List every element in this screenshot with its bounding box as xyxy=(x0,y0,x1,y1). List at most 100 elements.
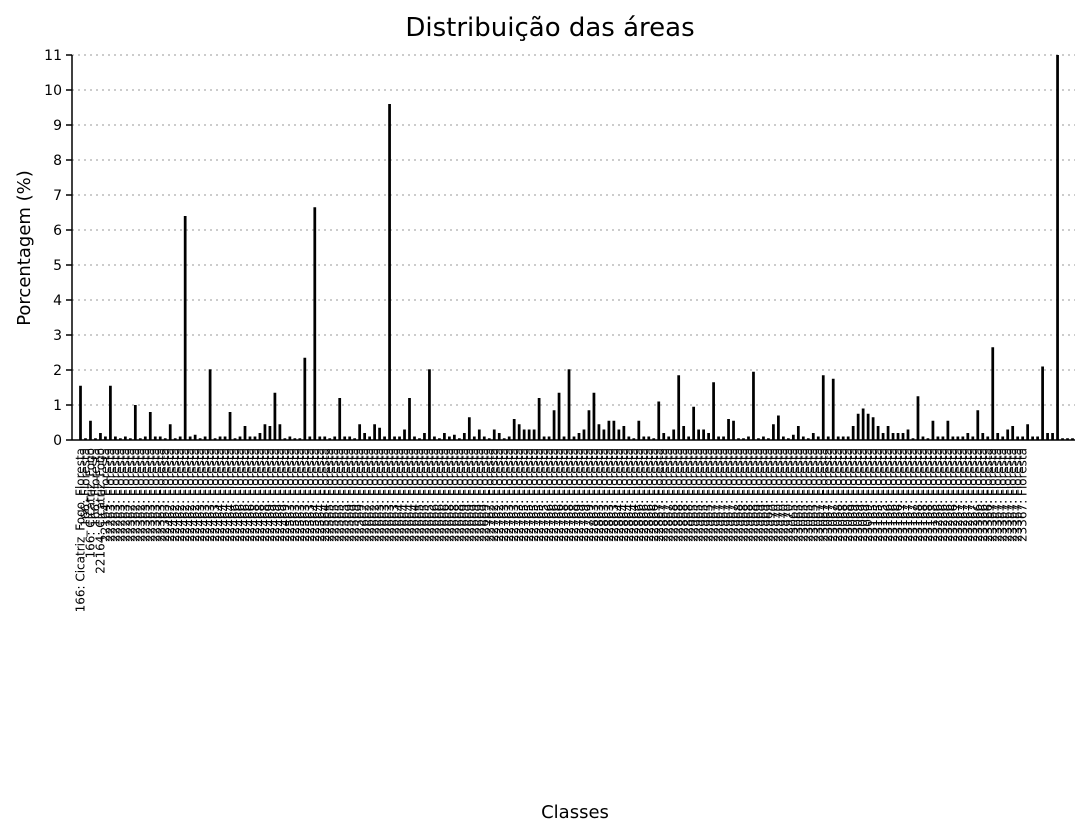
bar xyxy=(951,436,955,440)
x-tick-label: 23168: Floresta xyxy=(916,448,930,542)
bar xyxy=(318,436,322,440)
bar xyxy=(672,429,676,440)
x-tick-label: 22662: Floresta xyxy=(358,448,372,542)
x-tick-label: 22867: Floresta xyxy=(652,448,666,542)
x-tick-label: 22867: Floresta xyxy=(662,448,676,542)
bar xyxy=(522,429,526,440)
bar xyxy=(173,438,177,440)
bar xyxy=(607,420,611,440)
x-tick-label: 23167: Floresta xyxy=(901,448,915,542)
x-tick-label: 23168: Floresta xyxy=(921,448,935,542)
bar xyxy=(423,433,426,440)
bar xyxy=(796,426,800,440)
bar xyxy=(338,398,342,440)
bar xyxy=(153,436,157,440)
x-tick-label: 22662: Floresta xyxy=(363,448,377,542)
bar xyxy=(916,396,920,440)
bar-layer xyxy=(79,55,1074,440)
bar xyxy=(168,424,172,440)
x-tick-label: 23069: Floresta xyxy=(846,448,860,542)
x-tick-label: 22864: Floresta xyxy=(612,448,626,542)
bar xyxy=(258,433,262,440)
x-tick-label: 23068: Floresta xyxy=(836,448,850,542)
bar xyxy=(926,438,930,440)
bar xyxy=(238,436,242,440)
x-tick-label: 22466: Floresta xyxy=(233,448,247,542)
bar xyxy=(94,438,97,440)
x-tick-label: 22863: Floresta xyxy=(587,448,601,542)
bar xyxy=(512,419,516,440)
x-tick-label: 22462: Floresta xyxy=(178,448,192,542)
bar xyxy=(89,420,92,440)
bar xyxy=(328,438,332,440)
bar xyxy=(702,429,705,440)
x-tick-label: 23165: Floresta xyxy=(876,448,890,542)
x-tick-label: 22669: Floresta xyxy=(477,448,491,542)
x-tick-label: 22466: Floresta xyxy=(243,448,257,542)
bar xyxy=(363,433,367,440)
x-tick-label: 23165: Floresta xyxy=(871,448,885,542)
bar xyxy=(497,433,501,440)
x-tick-label: 23168: Floresta xyxy=(911,448,925,542)
x-tick-label: 23366: Floresta xyxy=(976,448,990,542)
bar xyxy=(1046,433,1049,440)
x-tick-label: 22665: Floresta xyxy=(422,448,436,542)
bar xyxy=(472,436,476,440)
x-tick-label: 22466: Floresta xyxy=(238,448,252,542)
x-tick-label: 22669: Floresta xyxy=(467,448,481,542)
x-tick-label: 22663: Floresta xyxy=(383,448,397,542)
x-tick-label: 23266: Floresta xyxy=(941,448,955,542)
x-tick-label: 22968: Floresta xyxy=(732,448,746,542)
bar xyxy=(1021,436,1025,440)
bar xyxy=(273,392,277,440)
bar xyxy=(462,433,466,440)
bar xyxy=(353,438,357,440)
x-tick-label: 22263: Floresta xyxy=(108,448,122,542)
x-tick-label: 22763: Floresta xyxy=(507,448,521,542)
bar xyxy=(851,426,855,440)
bar xyxy=(114,436,117,440)
bar xyxy=(961,436,965,440)
bar xyxy=(443,433,446,440)
y-tick-label: 6 xyxy=(53,223,62,239)
x-tick-label: 22970: Floresta xyxy=(776,448,790,542)
x-tick-label: 22967: Floresta xyxy=(722,448,736,542)
bar xyxy=(687,436,691,440)
x-tick-label: 23366: Floresta xyxy=(981,448,995,542)
y-tick-label: 11 xyxy=(44,48,62,64)
bar xyxy=(642,436,646,440)
x-tick-label: 22569: Floresta xyxy=(353,448,367,542)
bar xyxy=(841,436,845,440)
bar xyxy=(667,436,671,440)
bar xyxy=(722,436,725,440)
x-tick-label: 23367: Floresta xyxy=(1006,448,1020,542)
bar xyxy=(123,436,127,440)
x-tick-label: 22463: Floresta xyxy=(193,448,207,542)
bar xyxy=(971,436,975,440)
x-tick-label: 22664: Floresta xyxy=(407,448,421,542)
x-tick-label: 22463: Floresta xyxy=(208,448,222,542)
bar xyxy=(383,436,386,440)
bar xyxy=(602,429,606,440)
bar xyxy=(692,406,696,440)
bar xyxy=(418,438,421,440)
bar xyxy=(861,408,865,440)
x-tick-label: 22664: Floresta xyxy=(393,448,407,542)
x-tick-label: 22765: Floresta xyxy=(532,448,546,542)
x-tick-label: 22765: Floresta xyxy=(537,448,551,542)
bar xyxy=(243,426,247,440)
x-tick-label: 22863: Floresta xyxy=(607,448,621,542)
bar xyxy=(1061,438,1064,440)
bar xyxy=(507,436,511,440)
bar xyxy=(333,436,337,440)
bar xyxy=(752,371,755,440)
bar xyxy=(1051,433,1054,440)
x-tick-label: 23069: Floresta xyxy=(861,448,875,542)
bar xyxy=(368,436,371,440)
x-tick-label: 22464: Floresta xyxy=(218,448,232,542)
x-tick-label: 22564: Floresta xyxy=(313,448,327,542)
bar xyxy=(567,369,571,440)
x-tick-label: 23267: Floresta xyxy=(956,448,970,542)
x-tick-label: 22768: Floresta xyxy=(562,448,576,542)
bar xyxy=(403,429,406,440)
